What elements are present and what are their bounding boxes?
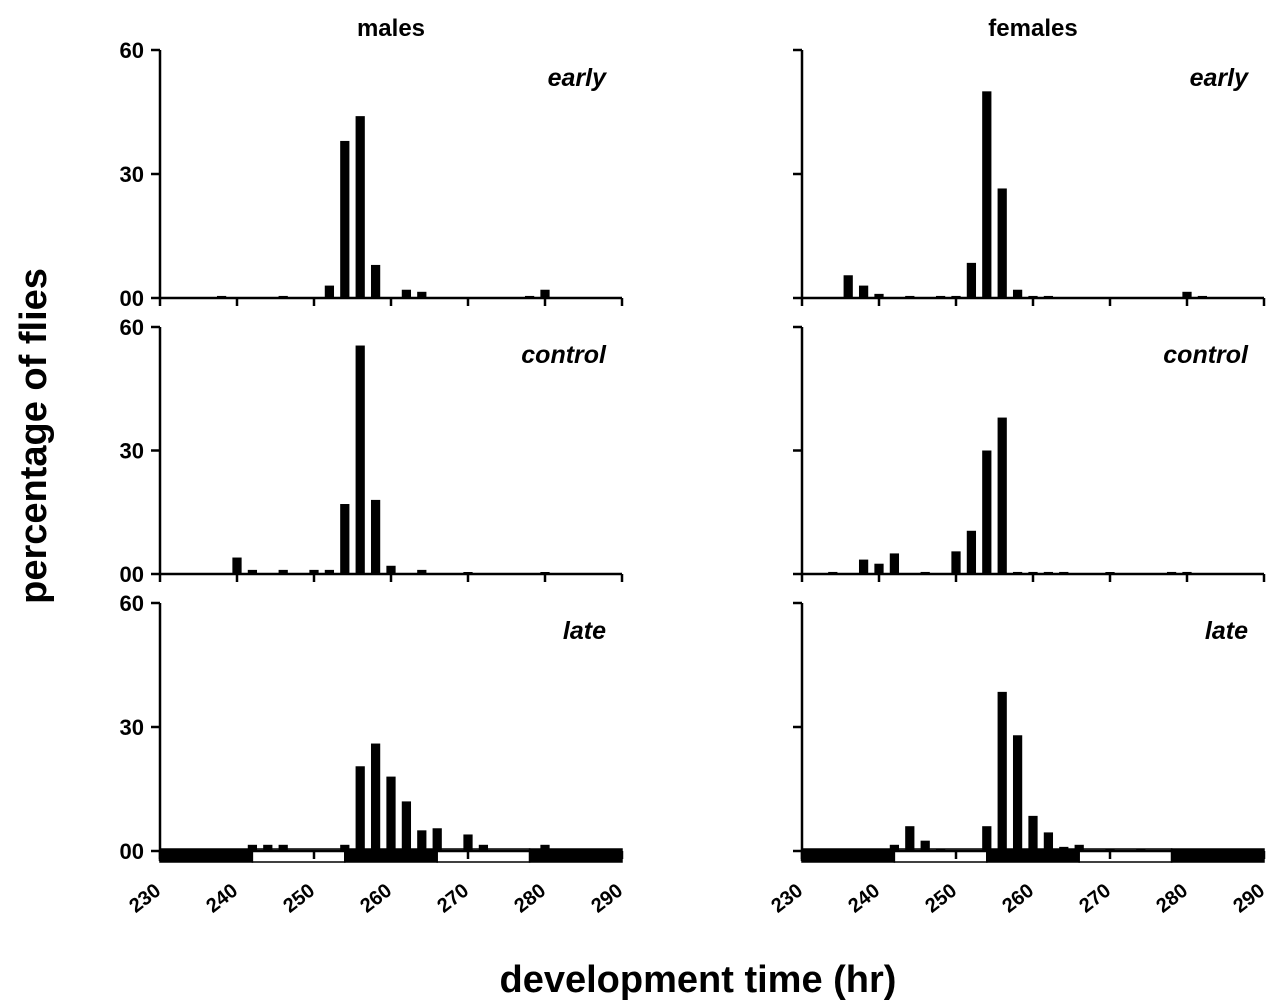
bar	[340, 844, 350, 851]
bar	[417, 830, 427, 851]
panel-label-control: control	[521, 341, 607, 369]
bar	[966, 262, 977, 298]
bar	[874, 563, 884, 574]
bar	[340, 504, 350, 574]
x-tick-label: 280	[510, 880, 550, 918]
x-tick-label: 260	[356, 880, 396, 918]
bar	[997, 691, 1007, 851]
panel-males-late: 00 30 60 230 240 250 260 270 280 290 late	[120, 591, 628, 917]
bar	[370, 743, 381, 851]
panel-females-late: 230 240 250 260 270 280 290 late	[767, 601, 1269, 918]
panel-males-early: males 00 30 60 early	[120, 15, 624, 311]
bar	[982, 91, 992, 298]
column-title-males: males	[357, 15, 425, 42]
x-tick-label: 230	[767, 880, 807, 918]
bar	[1043, 832, 1054, 851]
bar	[463, 834, 473, 851]
panel-grid: males 00 30 60 early females early 00 30 60 contro…	[120, 15, 1270, 917]
bar	[997, 417, 1007, 574]
x-tick-label: 240	[202, 880, 242, 918]
bar	[324, 569, 335, 574]
x-tick-label: 250	[921, 880, 961, 918]
panel-label-late: late	[1205, 617, 1248, 645]
bar	[843, 275, 853, 298]
panel-label-control: control	[1163, 341, 1249, 369]
bar	[401, 801, 412, 851]
bar	[355, 345, 365, 574]
bar	[355, 766, 365, 851]
y-axis-label: percentage of flies	[13, 268, 55, 604]
bar	[889, 844, 900, 851]
bar	[370, 264, 381, 298]
x-tick-label: 270	[433, 880, 473, 918]
bar	[1074, 844, 1084, 851]
y-tick-label: 60	[120, 591, 144, 616]
bar	[232, 557, 242, 574]
x-axis-label: development time (hr)	[500, 959, 897, 1000]
bar	[386, 565, 396, 574]
x-tick-label: 280	[1152, 880, 1192, 918]
bar	[432, 828, 442, 851]
bar	[997, 188, 1007, 298]
x-tick-label: 230	[125, 880, 165, 918]
y-tick-label: 00	[120, 839, 144, 864]
bar	[540, 844, 550, 851]
bar	[889, 553, 900, 574]
bar	[951, 551, 961, 574]
panel-label-early: early	[1190, 64, 1249, 92]
bar	[858, 285, 869, 298]
bar	[478, 844, 489, 851]
panel-label-early: early	[548, 64, 607, 92]
y-tick-label: 60	[120, 38, 144, 63]
y-tick-label: 30	[120, 439, 144, 464]
x-tick-label: 290	[587, 880, 627, 918]
bar	[417, 569, 427, 574]
x-tick-label: 250	[279, 880, 319, 918]
x-tick-label: 260	[998, 880, 1038, 918]
x-tick-label: 270	[1075, 880, 1115, 918]
bar	[1059, 846, 1069, 851]
x-tick-label: 240	[844, 880, 884, 918]
column-title-females: females	[988, 15, 1077, 42]
bar	[355, 116, 365, 298]
bar	[1012, 289, 1023, 298]
bar	[858, 559, 869, 574]
bar	[905, 826, 915, 851]
bar	[247, 569, 258, 574]
bar	[370, 499, 381, 574]
bar	[966, 530, 977, 574]
bar	[309, 569, 319, 574]
y-tick-label: 30	[120, 162, 144, 187]
bar	[417, 291, 427, 298]
bar	[920, 840, 930, 851]
panel-females-early: females early	[793, 15, 1266, 306]
bar	[278, 844, 288, 851]
bar	[1182, 291, 1192, 298]
y-tick-label: 00	[120, 286, 144, 311]
bar	[247, 844, 258, 851]
bar	[324, 285, 335, 298]
bar	[386, 776, 396, 851]
bar	[263, 844, 273, 851]
y-tick-label: 00	[120, 562, 144, 587]
bar	[278, 569, 288, 574]
panel-males-control: 00 30 60 control	[120, 315, 624, 587]
bar	[1012, 735, 1023, 851]
y-tick-label: 30	[120, 715, 144, 740]
bar	[540, 289, 550, 298]
bar	[982, 826, 992, 851]
y-tick-label: 60	[120, 315, 144, 340]
bar	[340, 140, 350, 298]
x-tick-label: 290	[1229, 880, 1269, 918]
panel-females-control: control	[793, 325, 1266, 582]
bar	[1028, 815, 1038, 851]
bar	[874, 293, 884, 298]
bar	[401, 289, 412, 298]
bar	[982, 450, 992, 574]
panel-label-late: late	[563, 617, 606, 645]
